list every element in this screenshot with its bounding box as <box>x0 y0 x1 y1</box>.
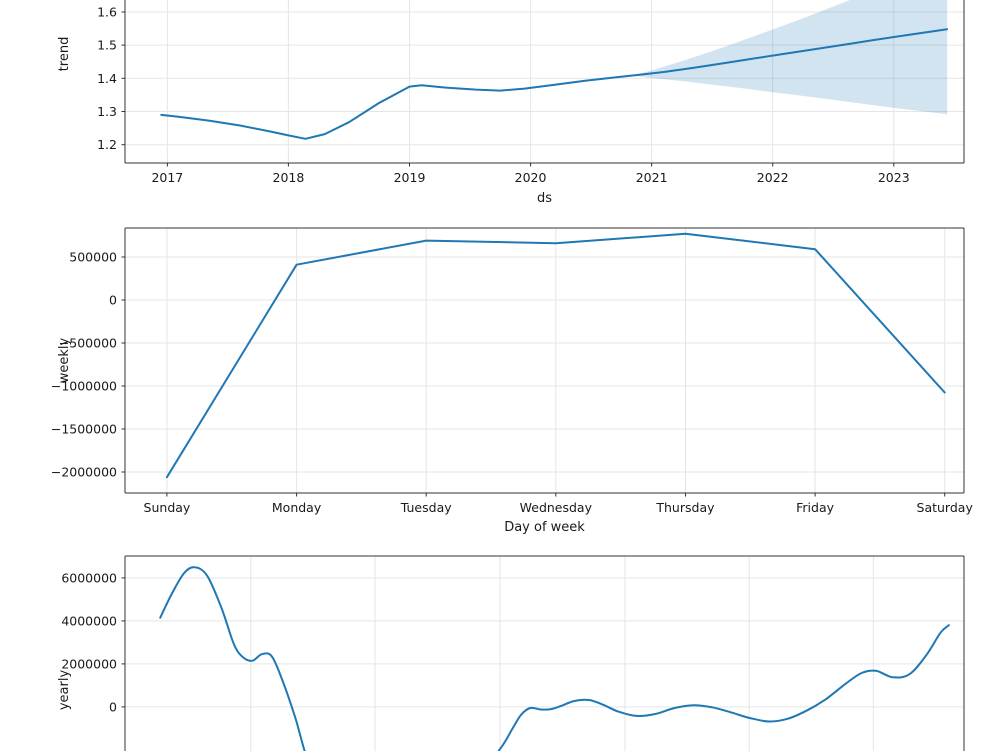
yearly-grid <box>125 556 964 751</box>
weekly-ytick-label: 0 <box>109 292 117 307</box>
yearly-chart: 6000000 4000000 2000000 0 yearly <box>57 555 965 751</box>
trend-xtick-label: 2019 <box>394 170 426 185</box>
trend-ytick-label: 1.6 <box>97 4 117 19</box>
trend-spines <box>124 0 965 164</box>
yearly-ylabel: yearly <box>57 670 72 711</box>
weekly-ylabel: weekly <box>57 337 72 383</box>
trend-xtick-label: 2023 <box>878 170 910 185</box>
trend-xtick-label: 2018 <box>273 170 305 185</box>
weekly-xtick-label: Friday <box>796 500 834 515</box>
weekly-ytick-label: 500000 <box>69 249 117 264</box>
trend-xtick-label: 2022 <box>757 170 789 185</box>
trend-ytick-label: 1.3 <box>97 104 117 119</box>
weekly-xtick-label: Monday <box>272 500 322 515</box>
weekly-ytick-label: −2000000 <box>51 465 117 480</box>
weekly-xtick-label: Thursday <box>655 500 715 515</box>
trend-xtick-label: 2020 <box>515 170 547 185</box>
weekly-xtick-label: Tuesday <box>400 500 452 515</box>
trend-chart: 1.2 1.3 1.4 1.5 1.6 2017 2018 2019 2020 2021 2022 2… <box>57 0 965 205</box>
trend-ylabel: trend <box>57 37 72 72</box>
weekly-ytick-label: −1500000 <box>51 422 117 437</box>
weekly-xtick-label: Saturday <box>917 500 974 515</box>
weekly-xtick-label: Wednesday <box>520 500 593 515</box>
weekly-grid <box>125 228 964 493</box>
weekly-xlabel: Day of week <box>504 520 585 535</box>
yearly-line <box>159 566 950 751</box>
yearly-ytick-label: 4000000 <box>61 613 117 628</box>
trend-ytick-label: 1.2 <box>97 137 117 152</box>
weekly-ticks <box>121 256 946 497</box>
trend-line <box>160 28 949 140</box>
trend-ytick-label: 1.4 <box>97 71 117 86</box>
yearly-spines <box>124 555 965 751</box>
yearly-ticks <box>121 577 125 708</box>
weekly-spines <box>124 227 965 494</box>
yearly-ytick-label: 2000000 <box>61 656 117 671</box>
trend-ticks <box>121 11 895 167</box>
weekly-xtick-label: Sunday <box>144 500 191 515</box>
trend-xtick-label: 2021 <box>636 170 668 185</box>
weekly-ytick-label: −500000 <box>59 335 117 350</box>
yearly-ytick-label: 6000000 <box>61 570 117 585</box>
trend-xtick-label: 2017 <box>151 170 183 185</box>
trend-xlabel: ds <box>537 191 552 205</box>
trend-uncertainty-band <box>633 0 948 115</box>
weekly-ytick-label: −1000000 <box>51 379 117 394</box>
yearly-ytick-label: 0 <box>109 699 117 714</box>
weekly-line <box>165 232 946 479</box>
trend-grid <box>125 0 964 163</box>
weekly-chart: 500000 0 −500000 −1000000 −1500000 −2000000 Su… <box>51 227 974 535</box>
trend-ytick-label: 1.5 <box>97 38 117 53</box>
